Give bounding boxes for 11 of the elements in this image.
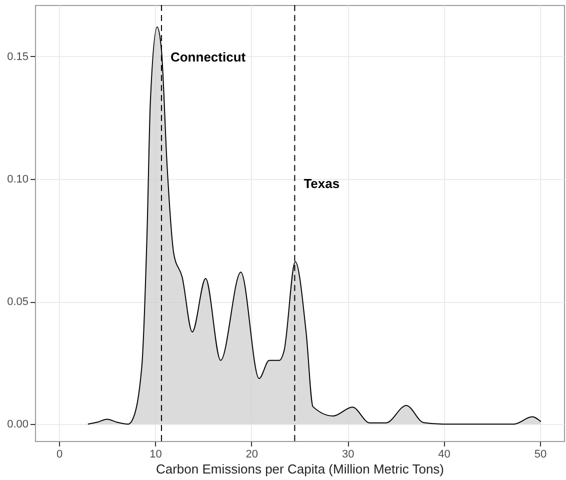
y-tick-label: 0.15 xyxy=(7,50,28,63)
y-tick-label: 0.10 xyxy=(7,174,28,186)
y-tick-label: 0.05 xyxy=(7,296,28,308)
x-tick-label: 40 xyxy=(438,448,450,460)
x-tick-label: 20 xyxy=(246,448,258,460)
x-tick-label: 0 xyxy=(56,448,63,460)
x-tick-label: 30 xyxy=(342,448,354,460)
x-tick-label: 50 xyxy=(534,448,547,460)
x-tick-label: 10 xyxy=(150,448,162,460)
x-axis-title: Carbon Emissions per Capita (Million Metric Tons) xyxy=(156,462,444,476)
y-tick-label: 0.00 xyxy=(7,418,28,431)
